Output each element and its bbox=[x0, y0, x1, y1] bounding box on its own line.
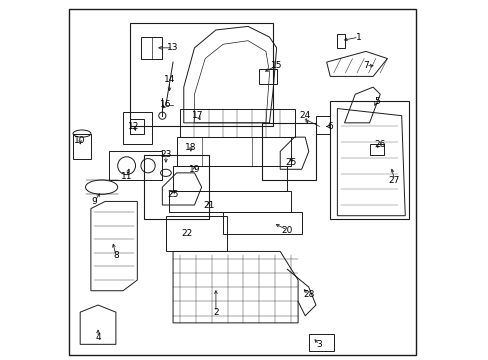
Bar bbox=[337, 33, 344, 48]
Bar bbox=[180, 109, 294, 137]
Bar bbox=[144, 155, 208, 219]
Text: 7: 7 bbox=[362, 61, 368, 70]
Text: 27: 27 bbox=[388, 176, 399, 185]
Text: 11: 11 bbox=[121, 172, 132, 181]
Text: 15: 15 bbox=[270, 61, 282, 70]
Bar bbox=[258, 69, 276, 84]
Bar bbox=[173, 166, 287, 191]
Text: 5: 5 bbox=[373, 97, 379, 106]
Bar bbox=[329, 102, 408, 219]
Text: 19: 19 bbox=[188, 165, 200, 174]
Text: 10: 10 bbox=[74, 136, 86, 145]
Text: 25: 25 bbox=[167, 190, 179, 199]
Bar bbox=[315, 116, 329, 134]
Text: 13: 13 bbox=[167, 43, 179, 52]
Text: 24: 24 bbox=[299, 111, 310, 120]
Bar bbox=[141, 37, 162, 59]
Text: 22: 22 bbox=[182, 229, 193, 238]
Bar bbox=[262, 123, 315, 180]
Bar bbox=[130, 119, 144, 134]
Bar bbox=[223, 212, 301, 234]
Text: 12: 12 bbox=[128, 122, 139, 131]
Text: 23: 23 bbox=[160, 150, 171, 159]
Text: 16: 16 bbox=[160, 100, 171, 109]
Text: 28: 28 bbox=[303, 290, 314, 299]
Bar bbox=[123, 112, 151, 144]
Bar bbox=[176, 137, 290, 166]
Text: 26: 26 bbox=[374, 140, 385, 149]
Bar bbox=[369, 144, 383, 155]
Bar bbox=[165, 216, 226, 251]
Text: 14: 14 bbox=[163, 76, 175, 85]
Text: 9: 9 bbox=[91, 197, 97, 206]
Text: 3: 3 bbox=[316, 340, 322, 349]
Text: 21: 21 bbox=[203, 201, 214, 210]
Text: 17: 17 bbox=[192, 111, 203, 120]
Text: 2: 2 bbox=[213, 308, 218, 317]
Bar bbox=[130, 23, 272, 126]
Bar bbox=[73, 134, 91, 158]
Text: 20: 20 bbox=[281, 225, 292, 234]
Bar bbox=[308, 334, 333, 351]
Text: 8: 8 bbox=[113, 251, 119, 260]
Text: 18: 18 bbox=[185, 143, 196, 152]
Text: 4: 4 bbox=[95, 333, 101, 342]
Text: 1: 1 bbox=[355, 33, 361, 42]
Text: 25: 25 bbox=[285, 158, 296, 167]
Bar bbox=[169, 191, 290, 212]
Text: 6: 6 bbox=[326, 122, 332, 131]
